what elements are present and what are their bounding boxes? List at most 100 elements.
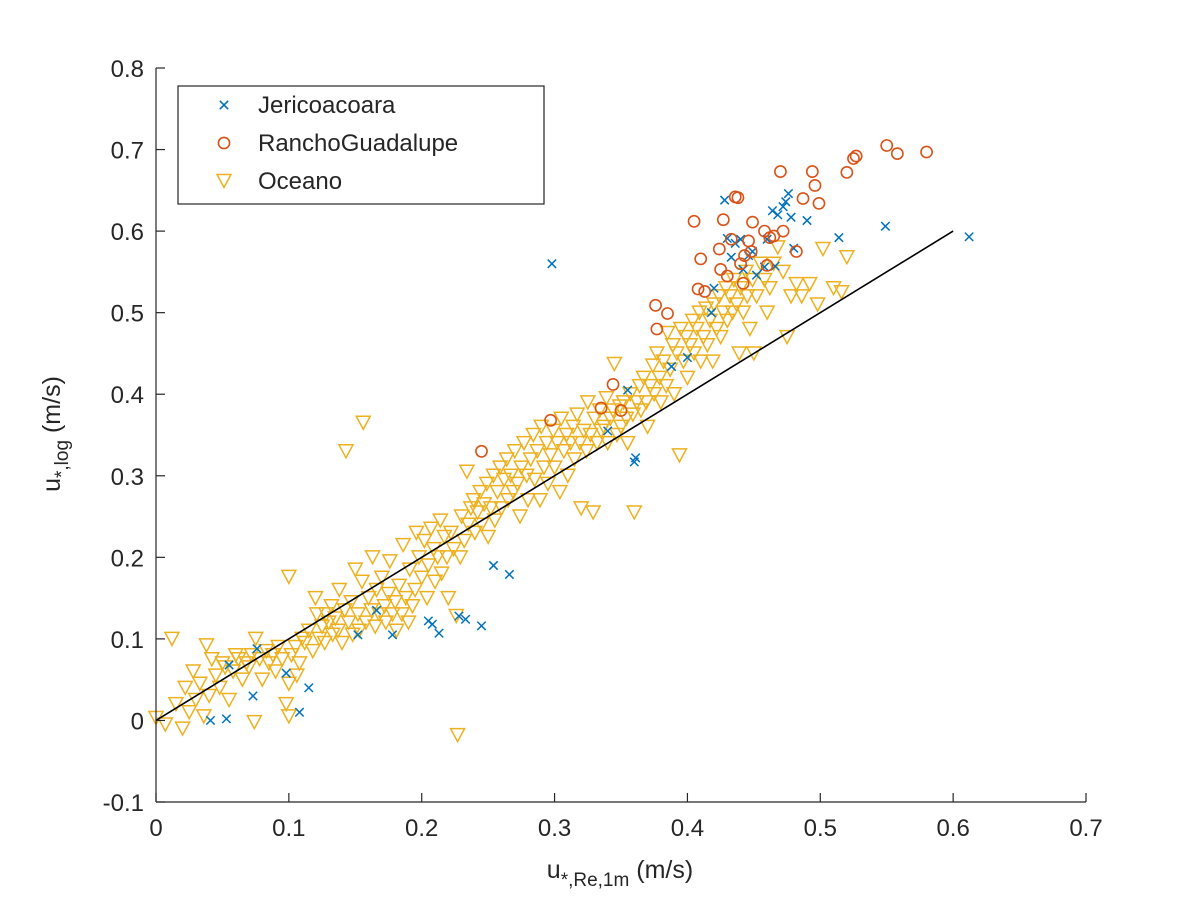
legend: Jericoacoara RanchoGuadalupe Oceano xyxy=(177,85,545,205)
point-oceano-89 xyxy=(397,590,415,607)
point-oceano-259 xyxy=(801,276,818,293)
y-tick-label-5: 0.4 xyxy=(111,382,144,409)
point-oceano-120 xyxy=(466,525,484,541)
point-ranchoguadalupe-11 xyxy=(698,285,712,298)
point-oceano-243 xyxy=(738,289,756,305)
point-oceano-197 xyxy=(637,395,655,411)
point-oceano-54 xyxy=(320,615,337,631)
point-oceano-68 xyxy=(351,623,368,639)
x-tick-label-5: 0.5 xyxy=(804,815,837,842)
point-oceano-47 xyxy=(304,643,322,660)
point-ranchoguadalupe-38 xyxy=(849,149,863,163)
point-oceano-144 xyxy=(519,492,537,509)
point-oceano-255 xyxy=(778,329,796,346)
point-oceano-123 xyxy=(473,517,490,533)
point-oceano-169 xyxy=(575,423,593,440)
point-oceano-232 xyxy=(715,305,732,321)
point-oceano-102 xyxy=(426,574,444,590)
point-ranchoguadalupe-4 xyxy=(614,404,628,417)
point-oceano-179 xyxy=(598,391,615,407)
point-oceano-152 xyxy=(538,435,555,452)
point-oceano-187 xyxy=(615,395,632,411)
point-oceano-204 xyxy=(652,395,670,411)
legend-marker-jericoacoara xyxy=(219,100,229,110)
fit-line xyxy=(155,230,954,722)
point-oceano-256 xyxy=(782,289,800,305)
point-jericoacoara-30 xyxy=(726,252,737,262)
point-oceano-79 xyxy=(376,599,393,615)
point-ranchoguadalupe-34 xyxy=(808,179,822,192)
legend-label-jericoacoara: Jericoacoara xyxy=(258,92,396,119)
point-oceano-90 xyxy=(400,615,417,631)
point-oceano-50 xyxy=(311,631,328,647)
point-oceano-104 xyxy=(432,513,449,529)
point-oceano-251 xyxy=(761,280,779,297)
point-oceano-3 xyxy=(167,696,185,713)
point-oceano-129 xyxy=(486,513,504,529)
point-oceano-138 xyxy=(506,444,523,460)
point-oceano-175 xyxy=(588,435,606,452)
point-oceano-25 xyxy=(243,647,260,664)
point-oceano-29 xyxy=(254,672,271,688)
point-oceano-97 xyxy=(416,533,433,550)
point-oceano-207 xyxy=(659,325,676,342)
point-oceano-78 xyxy=(373,570,391,586)
point-oceano-143 xyxy=(518,468,535,484)
point-oceano-210 xyxy=(665,386,683,403)
x-tick-label-3: 0.3 xyxy=(538,815,571,842)
point-oceano-192 xyxy=(626,505,643,521)
point-oceano-4 xyxy=(174,721,191,737)
point-oceano-238 xyxy=(728,297,745,313)
point-oceano-107 xyxy=(438,550,456,566)
point-oceano-254 xyxy=(774,264,792,280)
point-oceano-11 xyxy=(198,638,215,654)
point-oceano-55 xyxy=(323,599,340,615)
point-jericoacoara-48 xyxy=(834,232,844,243)
point-jericoacoara-19 xyxy=(547,259,557,269)
point-oceano-39 xyxy=(283,647,300,664)
point-jericoacoara-36 xyxy=(751,270,762,280)
point-oceano-109 xyxy=(442,525,460,541)
point-oceano-222 xyxy=(692,354,709,370)
series-oceano xyxy=(147,240,856,744)
point-oceano-60 xyxy=(333,635,351,652)
point-oceano-131 xyxy=(491,460,509,476)
y-tick-label-2: 0.1 xyxy=(111,627,144,654)
point-oceano-40 xyxy=(287,639,304,656)
point-oceano-33 xyxy=(267,664,284,680)
point-oceano-127 xyxy=(482,501,500,517)
point-oceano-216 xyxy=(679,370,696,386)
point-oceano-217 xyxy=(681,338,699,354)
legend-box xyxy=(177,85,545,205)
point-oceano-110 xyxy=(445,541,462,558)
point-oceano-132 xyxy=(493,501,510,517)
point-oceano-83 xyxy=(384,607,401,623)
point-ranchoguadalupe-39 xyxy=(880,139,894,152)
point-oceano-69 xyxy=(353,574,371,590)
point-oceano-158 xyxy=(551,484,569,501)
point-jericoacoara-50 xyxy=(964,232,974,242)
point-oceano-65 xyxy=(344,627,361,643)
point-oceano-70 xyxy=(355,415,372,431)
point-oceano-22 xyxy=(234,672,251,688)
point-jericoacoara-26 xyxy=(706,307,717,318)
point-oceano-85 xyxy=(388,623,405,639)
point-oceano-82 xyxy=(381,554,399,570)
legend-label-ranchoguadalupe: RanchoGuadalupe xyxy=(258,130,458,157)
point-oceano-211 xyxy=(668,346,686,362)
y-tick-label-1: 0 xyxy=(131,708,144,735)
point-oceano-121 xyxy=(469,505,486,521)
point-oceano-153 xyxy=(539,476,557,493)
point-ranchoguadalupe-21 xyxy=(738,249,751,262)
point-oceano-239 xyxy=(730,346,748,362)
point-oceano-136 xyxy=(502,468,519,484)
point-oceano-221 xyxy=(691,305,708,321)
point-oceano-209 xyxy=(664,338,682,354)
point-oceano-75 xyxy=(366,619,384,635)
point-ranchoguadalupe-15 xyxy=(720,269,734,283)
point-oceano-189 xyxy=(619,435,636,452)
point-oceano-8 xyxy=(187,692,205,709)
point-ranchoguadalupe-24 xyxy=(746,215,759,229)
y-axis-label-sub: *,log xyxy=(52,440,73,478)
